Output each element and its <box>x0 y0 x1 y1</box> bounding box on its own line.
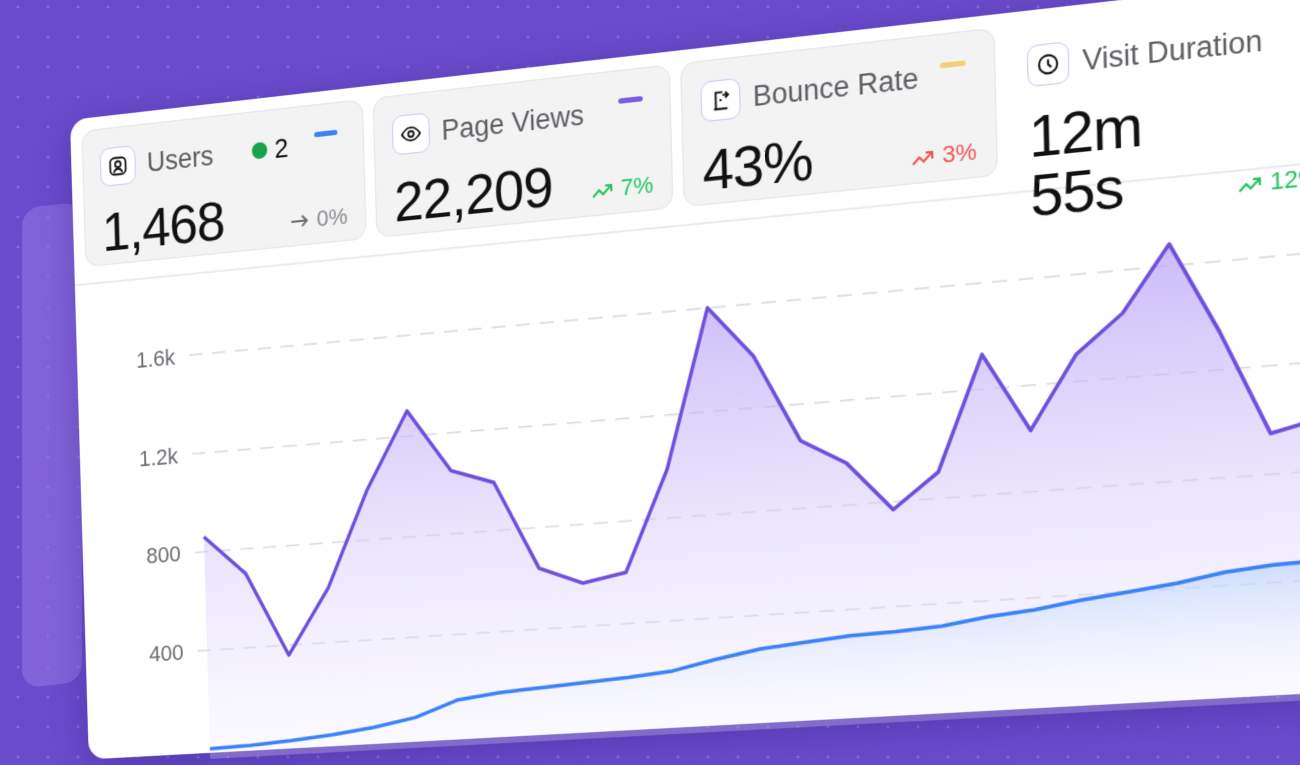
x-tick-label: 24.09.2025 <box>972 715 1104 751</box>
y-tick-label: 800 <box>146 541 181 569</box>
stat-users[interactable]: Users 2 1,468 0% <box>81 98 367 268</box>
live-visitors: 2 <box>251 132 289 168</box>
stat-delta: 7% <box>591 171 654 205</box>
live-count: 2 <box>273 131 289 164</box>
delta-value: 3% <box>941 137 977 169</box>
analytics-card: Users 2 1,468 0% <box>70 0 1300 765</box>
stat-delta: 3% <box>911 138 977 173</box>
stats-row: Users 2 1,468 0% <box>70 0 1300 270</box>
delta-value: 0% <box>316 202 348 232</box>
dashboard-stage: Users 2 1,468 0% <box>22 0 1300 765</box>
clock-icon <box>1026 41 1070 88</box>
stat-value: 1,468 <box>101 190 226 264</box>
stat-label: Page Views <box>441 98 585 146</box>
eye-icon <box>391 112 431 156</box>
background-card-edge <box>22 201 82 689</box>
arrow-right-icon <box>288 212 312 231</box>
user-square-icon <box>99 144 137 188</box>
trend-up-icon <box>911 147 937 167</box>
stat-visit-duration[interactable]: Visit Duration 12m 55s 12% <box>1005 0 1300 229</box>
y-tick-label: 1.2k <box>139 442 179 470</box>
stat-label: Visit Duration <box>1081 23 1263 77</box>
stat-delta: 0% <box>288 203 348 236</box>
trend-up-icon <box>591 180 616 199</box>
y-axis: 400 800 1.2k 1.6k <box>136 344 184 667</box>
door-exit-icon <box>700 77 741 123</box>
stat-label: Bounce Rate <box>752 61 919 113</box>
stat-label: Users <box>146 139 214 178</box>
stat-bounce-rate[interactable]: Bounce Rate 43% 3% <box>680 27 998 208</box>
y-tick-label: 1.6k <box>136 344 176 373</box>
stat-value: 22,209 <box>393 155 554 235</box>
x-tick-label: 19.09.2025 <box>701 730 827 765</box>
stat-page-views[interactable]: Page Views 22,209 7% <box>372 64 674 239</box>
y-tick-label: 400 <box>149 639 184 666</box>
delta-value: 7% <box>620 171 654 201</box>
stat-value: 43% <box>701 127 814 204</box>
live-dot-icon <box>251 141 267 160</box>
